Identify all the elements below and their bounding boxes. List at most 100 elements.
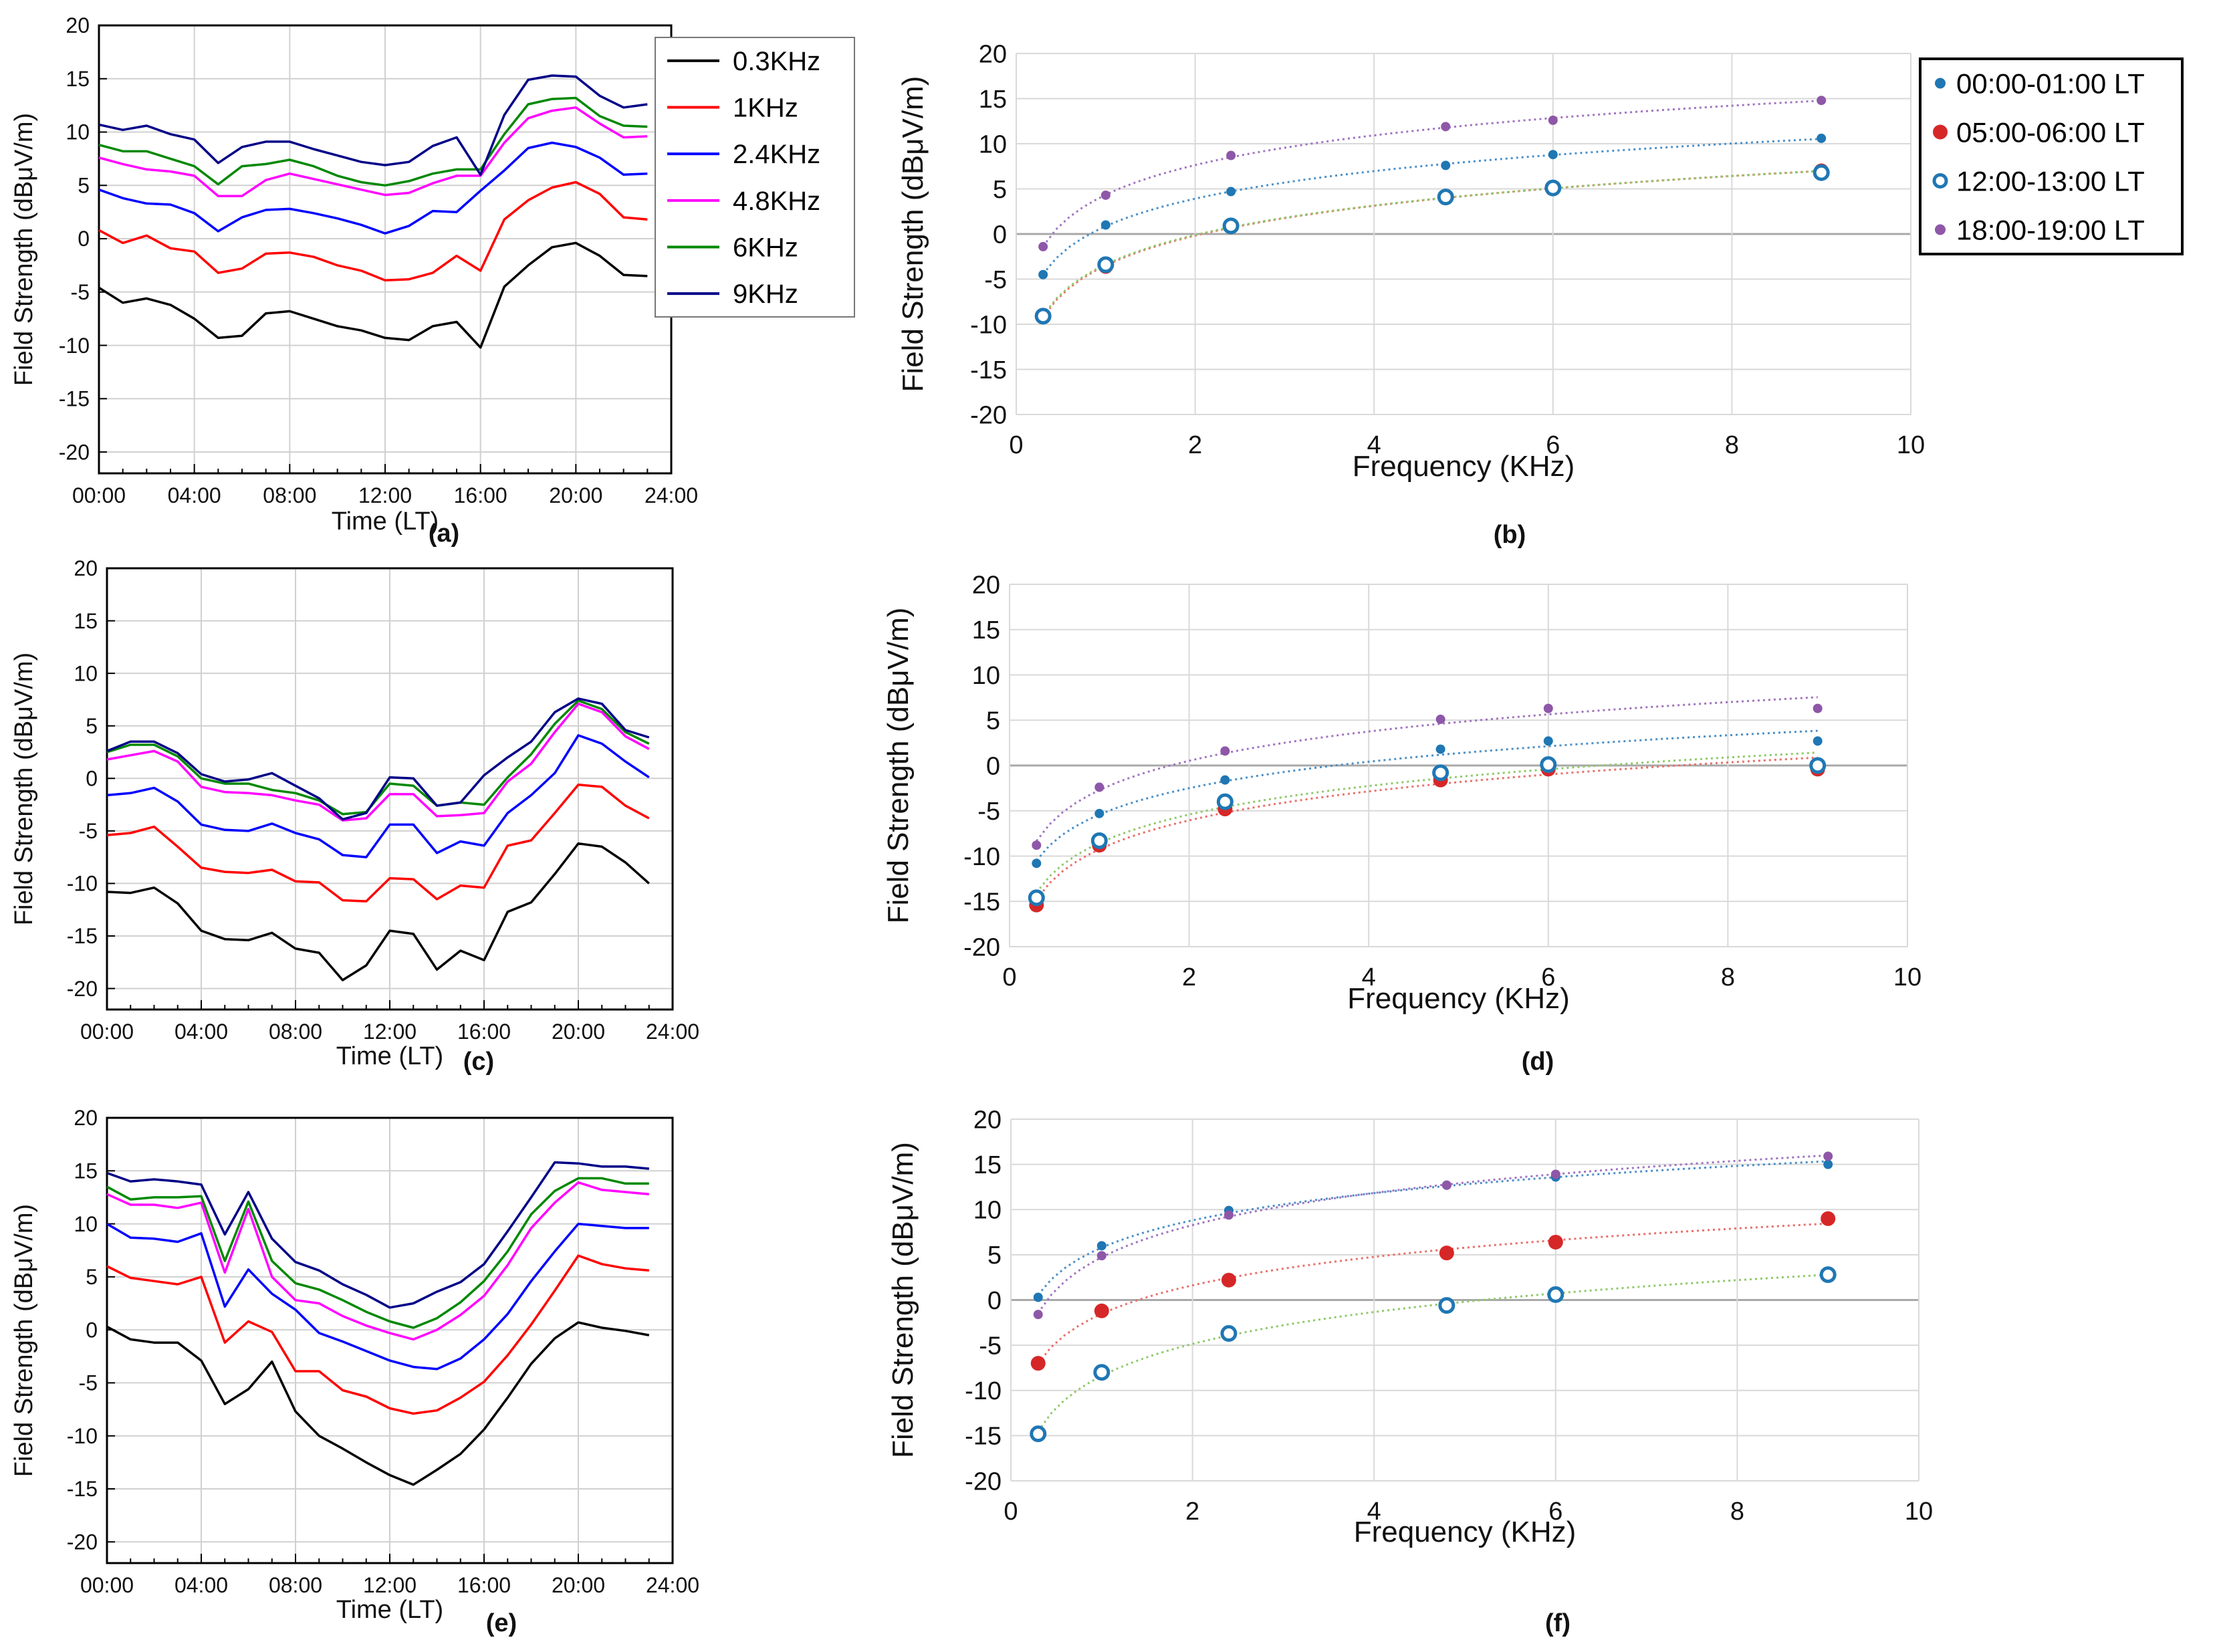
y-tick-label: 15 [74,1159,98,1183]
trendline-1 [1042,138,1822,275]
x-axis-title: Time (LT) [332,507,439,536]
trendlines [1036,696,1818,901]
y-tick-label: 20 [979,40,1007,68]
data-point [1038,269,1048,279]
trendline-3 [1042,170,1822,317]
data-point [1221,1272,1236,1288]
panel-label: (b) [1494,521,1526,549]
legend-label: 1KHz [733,94,798,123]
legend: 0.3KHz 1KHz 2.4KHz 4.8KHz 6KHz 9KHz [655,37,855,318]
x-tick-label: 4 [1367,431,1381,459]
series-line [106,1222,649,1371]
series-line [106,734,650,858]
y-tick-label: 15 [74,609,98,633]
y-tick-label: 15 [979,86,1007,114]
data-point [1093,1364,1111,1381]
data-point [1224,1210,1234,1220]
x-tick-label: 10 [1893,963,1921,991]
y-tick-label: -20 [970,401,1007,429]
series-group [98,74,648,349]
y-tick-label: -10 [59,334,90,358]
y-tick-label: -10 [67,872,98,896]
x-tick-label: 16:00 [454,483,507,507]
data-point [1821,1211,1836,1226]
chart-panel-f: -20 -15 -10 -5 0 5 10 15 20 0 2 4 6 8 10 Frequency (KHz… [887,1106,1933,1637]
data-point [1548,150,1558,160]
legend-frame [1919,57,2184,255]
y-tick-label: 15 [66,67,90,91]
legend-label: 2.4KHz [733,140,820,169]
y-tick-label: 20 [972,571,1000,599]
x-axis-title: Frequency (KHz) [1354,1516,1577,1548]
y-tick-label: -5 [977,798,1000,826]
y-tick-label: -20 [59,440,90,464]
x-axis-title: Time (LT) [336,1042,443,1070]
x-axis-title: Frequency (KHz) [1353,450,1575,483]
data-point [1817,96,1827,106]
data-point [1100,190,1111,200]
y-axis-title: Field Strength (dBμV/m) [10,1204,38,1477]
y-tick-label: 20 [973,1106,1002,1134]
data-point [1038,241,1048,251]
y-tick-label: 10 [74,1212,98,1236]
y-tick-label: 5 [987,1242,1002,1270]
y-tick-label: 10 [979,130,1007,158]
x-tick-label: 12:00 [358,483,412,507]
x-tick-label: 24:00 [646,1573,699,1597]
y-tick-label: -20 [963,933,1000,961]
data-point [1096,1251,1106,1261]
y-tick-label: 0 [86,766,98,790]
series-line [106,1254,649,1415]
trendline-2 [1037,1222,1829,1364]
grid-lines [1010,1118,1919,1482]
series-line [98,181,648,282]
data-point [1441,160,1451,170]
y-axis-title: Field Strength (dBμV/m) [882,608,915,924]
panel-label: (c) [463,1048,494,1076]
data-point [1096,1241,1106,1251]
x-tick-label: 8 [1725,431,1739,459]
chart-panel-a: -20 -15 -10 -5 0 5 10 15 20 00:00 04:00 08:00 12:00 1… [10,13,855,548]
x-tick-label: 4 [1362,963,1376,991]
x-tick-label: 08:00 [269,1020,322,1044]
x-tick-label: 04:00 [168,483,221,507]
x-tick-label: 16:00 [457,1573,511,1597]
x-axis-title: Time (LT) [336,1596,443,1624]
data-point [1813,703,1823,713]
x-tick-label: 0 [1004,1498,1018,1526]
y-tick-label: 10 [74,661,98,685]
data-point [1028,889,1045,907]
data-point [1032,840,1042,850]
data-point [1823,1151,1833,1161]
series-line [106,1161,649,1309]
trendline-3 [1036,751,1818,894]
series-line [98,141,648,235]
tick-labels: -20 -15 -10 -5 0 5 10 15 20 0 2 4 6 8 10 [970,40,1925,459]
legend-marker [1933,124,1948,140]
y-tick-label: 20 [66,13,90,37]
legend-frame [655,37,855,318]
x-tick-label: 04:00 [174,1020,228,1044]
series-line [98,74,648,176]
data-point [1548,115,1558,125]
legend-marker [1935,224,1946,235]
y-tick-label: -15 [67,924,98,948]
y-tick-label: 0 [987,1287,1002,1315]
data-point [1033,1310,1043,1320]
x-tick-label: 4 [1367,1498,1381,1526]
x-tick-label: 0 [1002,963,1016,991]
y-axis-title: Field Strength (dBμV/m) [10,653,38,925]
data-point [1439,1246,1454,1261]
y-tick-label: 5 [86,714,98,738]
series-line [98,96,648,187]
y-tick-label: 0 [78,227,90,251]
x-axis-title: Frequency (KHz) [1347,982,1570,1015]
series-line [98,241,648,349]
data-point [1543,703,1553,713]
x-tick-label: 2 [1185,1498,1199,1526]
grid-lines [1016,53,1911,415]
series-line [106,842,650,981]
legend-label: 12:00-13:00 LT [1956,166,2145,197]
tick-labels: -20 -15 -10 -5 0 5 10 15 20 0 2 4 6 8 10 [963,571,1921,991]
y-tick-label: -5 [71,280,90,304]
